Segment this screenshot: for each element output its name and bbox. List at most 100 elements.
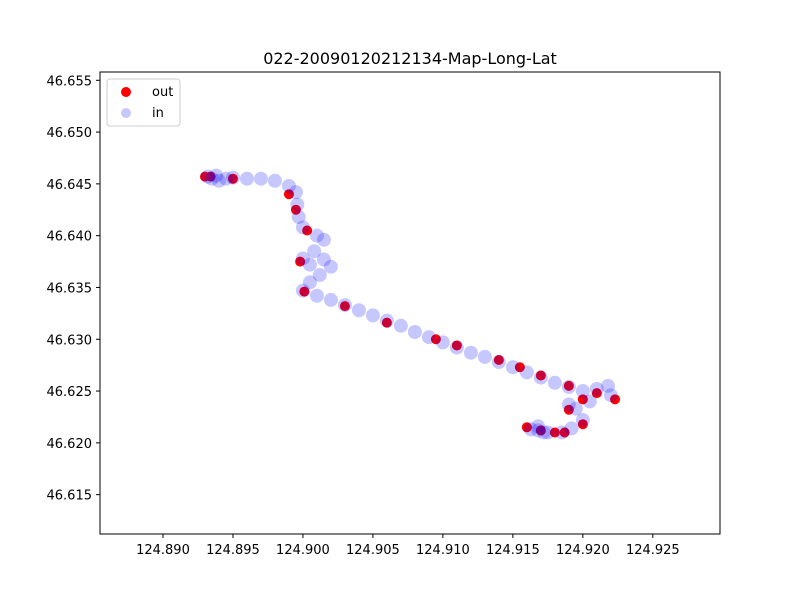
data-point-in bbox=[531, 419, 546, 434]
legend: out in bbox=[106, 78, 181, 127]
data-point-in bbox=[603, 388, 618, 403]
data-point-in bbox=[365, 308, 380, 323]
data-point-in bbox=[589, 381, 604, 396]
x-tick-label: 124.890 bbox=[136, 543, 190, 558]
data-point-out bbox=[430, 334, 441, 345]
legend-in-label: in bbox=[152, 106, 164, 121]
data-point-in bbox=[218, 171, 233, 186]
plot-frame bbox=[99, 71, 721, 535]
legend-in-marker bbox=[121, 108, 131, 118]
data-point-out bbox=[535, 370, 546, 381]
y-tick-label: 46.630 bbox=[47, 333, 93, 348]
data-point-in bbox=[435, 335, 450, 350]
data-point-in bbox=[568, 401, 583, 416]
data-point-in bbox=[519, 365, 534, 380]
data-point-in bbox=[307, 244, 322, 259]
data-point-in bbox=[449, 340, 464, 355]
x-tick-label: 124.920 bbox=[556, 543, 610, 558]
plot-area bbox=[100, 72, 720, 534]
x-tick-label: 124.910 bbox=[416, 543, 470, 558]
data-point-in bbox=[209, 168, 224, 183]
data-point-out bbox=[283, 189, 294, 200]
data-point-in bbox=[316, 252, 331, 267]
data-point-out bbox=[563, 380, 574, 391]
data-point-in bbox=[291, 210, 306, 225]
data-point-in bbox=[561, 397, 576, 412]
data-point-out bbox=[381, 317, 392, 328]
legend-out-label: out bbox=[152, 85, 173, 100]
data-point-in bbox=[491, 355, 506, 370]
data-point-in bbox=[309, 288, 324, 303]
series-layer bbox=[199, 168, 621, 440]
data-point-in bbox=[524, 422, 539, 437]
data-point-in bbox=[582, 394, 597, 409]
data-point-in bbox=[200, 169, 215, 184]
y-axis: 46.615 46.620 46.625 46.630 46.635 46.640 46.6… bbox=[47, 74, 100, 504]
data-point-in bbox=[302, 257, 317, 272]
data-point-in bbox=[547, 375, 562, 390]
x-tick-label: 124.895 bbox=[206, 543, 260, 558]
y-tick-label: 46.640 bbox=[47, 230, 93, 245]
data-point-in bbox=[561, 379, 576, 394]
data-point-in bbox=[295, 283, 310, 298]
data-point-in bbox=[463, 345, 478, 360]
x-tick-label: 124.925 bbox=[626, 543, 680, 558]
data-point-in bbox=[531, 423, 546, 438]
data-point-out bbox=[299, 286, 310, 297]
data-point-in bbox=[351, 303, 366, 318]
series-in bbox=[200, 168, 618, 440]
data-point-out bbox=[493, 354, 504, 365]
data-point-in bbox=[323, 259, 338, 274]
data-point-in bbox=[312, 268, 327, 283]
data-point-out bbox=[339, 301, 350, 312]
data-point-in bbox=[316, 232, 331, 247]
data-point-in bbox=[204, 171, 219, 186]
data-point-in bbox=[295, 220, 310, 235]
data-point-in bbox=[290, 197, 305, 212]
data-point-in bbox=[393, 318, 408, 333]
data-point-out bbox=[514, 362, 525, 373]
data-point-in bbox=[211, 173, 226, 188]
y-tick-label: 46.615 bbox=[47, 489, 93, 504]
data-point-in bbox=[554, 425, 569, 440]
y-tick-label: 46.645 bbox=[47, 178, 93, 193]
data-point-in bbox=[575, 413, 590, 428]
x-tick-label: 124.915 bbox=[486, 543, 540, 558]
y-tick-label: 46.625 bbox=[47, 385, 93, 400]
data-point-out bbox=[549, 427, 560, 438]
data-point-in bbox=[421, 330, 436, 345]
data-point-in bbox=[601, 378, 616, 393]
x-tick-label: 124.905 bbox=[346, 543, 400, 558]
data-point-out bbox=[451, 340, 462, 351]
data-point-in bbox=[379, 313, 394, 328]
y-tick-label: 46.650 bbox=[47, 126, 93, 141]
data-point-in bbox=[302, 275, 317, 290]
data-point-in bbox=[309, 228, 324, 243]
data-point-out bbox=[290, 204, 301, 215]
data-point-out bbox=[591, 388, 602, 399]
data-point-out bbox=[521, 422, 532, 433]
data-point-out bbox=[563, 404, 574, 415]
data-point-in bbox=[225, 170, 240, 185]
chart-title: 022-20090120212134-Map-Long-Lat bbox=[263, 49, 557, 68]
data-point-in bbox=[564, 421, 579, 436]
data-point-in bbox=[533, 370, 548, 385]
x-axis: 124.890 124.895 124.900 124.905 124.910 124.9… bbox=[136, 534, 680, 558]
data-point-in bbox=[337, 298, 352, 313]
data-point-in bbox=[239, 171, 254, 186]
data-point-out bbox=[227, 173, 238, 184]
data-point-in bbox=[505, 360, 520, 375]
legend-out-marker bbox=[121, 87, 131, 97]
data-point-out bbox=[559, 427, 570, 438]
series-out bbox=[199, 171, 621, 438]
data-point-out bbox=[295, 256, 306, 267]
data-point-in bbox=[288, 185, 303, 200]
data-point-out bbox=[577, 419, 588, 430]
data-point-out bbox=[302, 225, 313, 236]
y-tick-label: 46.655 bbox=[47, 74, 93, 89]
data-point-in bbox=[536, 425, 551, 440]
data-point-in bbox=[407, 325, 422, 340]
data-point-in bbox=[267, 173, 282, 188]
data-point-in bbox=[540, 425, 555, 440]
data-point-in bbox=[253, 171, 268, 186]
